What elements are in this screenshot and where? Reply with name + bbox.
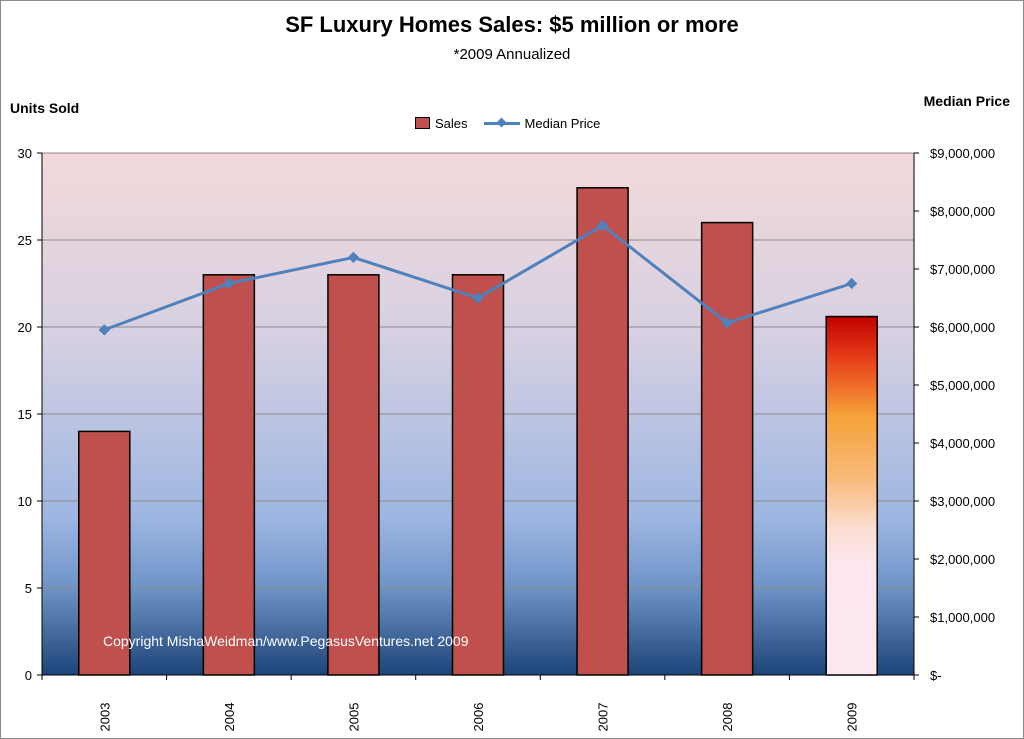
median-price-point-2007 — [596, 219, 609, 232]
x-tick-label-2004: 2004 — [222, 703, 237, 732]
copyright-annotation: Copyright MishaWeidman/www.PegasusVentur… — [103, 633, 469, 649]
y2-tick-label: $7,000,000 — [930, 262, 995, 277]
y-tick-label: 30 — [18, 146, 32, 161]
y2-tick-label: $8,000,000 — [930, 204, 995, 219]
chart-subtitle: *2009 Annualized — [453, 46, 571, 63]
x-tick-label-2008: 2008 — [720, 703, 735, 732]
legend-swatch-median-price — [483, 117, 520, 129]
x-tick-label-2003: 2003 — [97, 703, 112, 732]
bars — [78, 187, 878, 676]
bar-2003 — [78, 430, 131, 676]
chart-title: SF Luxury Homes Sales: $5 million or mor… — [285, 12, 739, 37]
legend: Sales Median Price — [415, 114, 616, 132]
legend-item-sales: Sales — [415, 116, 468, 131]
ticks: 0 5 10 15 20 25 30 $- $1,000,000 $2,000,000 $3,000… — [18, 146, 996, 731]
y-tick-label: 0 — [25, 668, 32, 683]
legend-swatch-sales — [415, 117, 430, 129]
legend-label-sales: Sales — [435, 115, 468, 131]
y-tick-label: 20 — [18, 320, 32, 335]
median-price-point-2009 — [846, 277, 858, 290]
y-tick-label: 10 — [18, 494, 32, 509]
y2-tick-label: $3,000,000 — [930, 494, 995, 509]
y2-tick-label: $2,000,000 — [930, 552, 995, 567]
legend-label-median-price: Median Price — [524, 115, 601, 131]
median-price-line — [98, 219, 858, 336]
bar-2004 — [202, 274, 256, 676]
y2-tick-label: $4,000,000 — [930, 436, 995, 451]
legend-item-median-price: Median Price — [483, 115, 601, 131]
x-tick-label-2006: 2006 — [471, 703, 486, 732]
median-price-point-2008 — [721, 317, 733, 329]
bar-2009 — [825, 315, 878, 676]
y2-tick-label: $1,000,000 — [930, 610, 995, 625]
x-tick-label-2009: 2009 — [845, 703, 860, 732]
bar-2005 — [327, 274, 380, 676]
y2-tick-label: $- — [930, 668, 942, 683]
y2-tick-label: $9,000,000 — [930, 146, 995, 161]
bar-2008 — [700, 221, 754, 676]
y-tick-label: 25 — [18, 233, 32, 248]
x-tick-label-2007: 2007 — [596, 703, 611, 732]
bar-2007 — [576, 187, 629, 676]
y-tick-label: 5 — [25, 581, 32, 596]
bar-2006 — [451, 274, 505, 676]
y-tick-label: 15 — [18, 407, 32, 422]
median-price-point-2006 — [472, 292, 484, 304]
y2-axis-title: Median Price — [923, 93, 1010, 109]
y2-tick-label: $6,000,000 — [930, 320, 995, 335]
y2-tick-label: $5,000,000 — [930, 378, 995, 393]
median-price-point-2005 — [347, 251, 360, 264]
x-tick-label-2005: 2005 — [346, 703, 361, 732]
y-axis-title: Units Sold — [10, 100, 80, 116]
median-price-point-2004 — [223, 277, 235, 290]
